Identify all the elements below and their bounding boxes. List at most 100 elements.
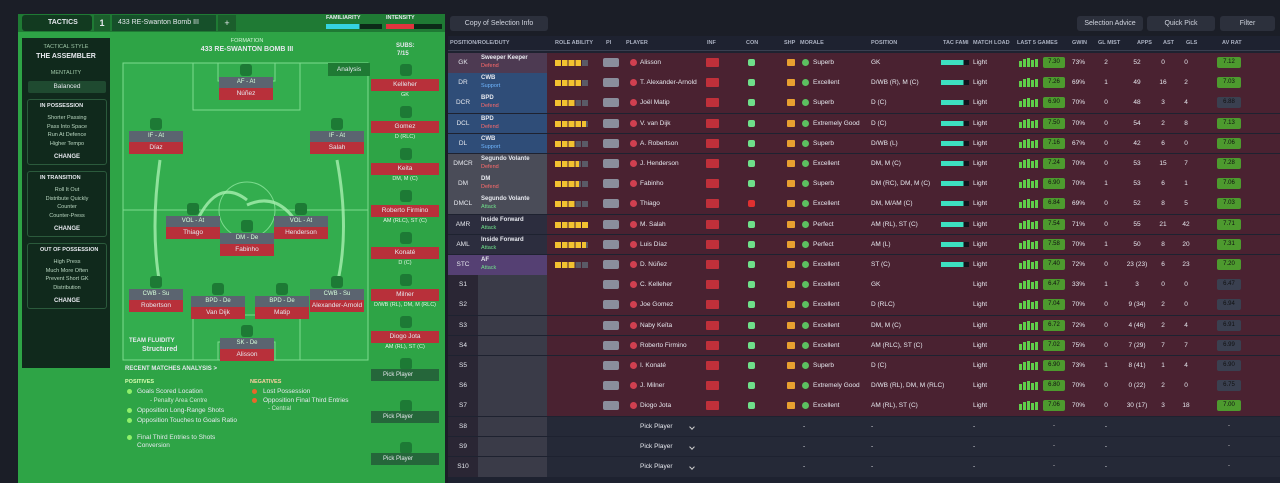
player[interactable]: D. Núñez (640, 261, 668, 268)
last5-bar (1035, 341, 1038, 350)
role-label[interactable]: DM - De (220, 233, 274, 244)
role[interactable]: DM (481, 176, 491, 183)
column-header[interactable]: GWIN (1072, 40, 1087, 46)
player[interactable]: Joe Gomez (640, 301, 674, 309)
player-name[interactable]: Alexander-Arnold (310, 300, 364, 312)
player[interactable]: Joël Matip (640, 99, 670, 107)
role-label[interactable]: BPD - De (191, 296, 245, 307)
analysis-title[interactable]: RECENT MATCHES ANALYSIS > (125, 366, 217, 372)
role-label[interactable]: IF - At (310, 131, 364, 142)
player[interactable]: Alisson (640, 59, 661, 66)
column-header[interactable]: POSITION/ROLE/DUTY (450, 40, 510, 46)
sub-name[interactable]: Kelleher (371, 79, 439, 91)
column-header[interactable]: AV RAT (1222, 40, 1242, 46)
sub-name[interactable]: Keita (371, 163, 439, 175)
change-button[interactable]: CHANGE (53, 298, 80, 304)
column-header[interactable]: LAST 5 GAMES (1017, 40, 1058, 46)
player[interactable]: Pick Player (640, 442, 673, 450)
player-name[interactable]: Robertson (129, 300, 183, 312)
sub-name[interactable]: Roberto Firmino (371, 205, 439, 217)
sub-name[interactable]: Konaté (371, 247, 439, 259)
player[interactable]: Thiago (640, 200, 660, 208)
pick-player[interactable]: Pick Player (371, 411, 439, 423)
column-header[interactable]: PLAYER (626, 40, 648, 46)
player[interactable]: Roberto Firmino (640, 341, 687, 349)
role-label[interactable]: VOL - At (274, 216, 328, 227)
role-label[interactable]: AF - At (219, 77, 273, 88)
formation[interactable]: 433 RE-SWANTON BOMB III (200, 46, 294, 53)
player[interactable]: V. van Dijk (640, 119, 671, 127)
role[interactable]: BPD (481, 95, 494, 102)
player[interactable]: Diogo Jota (640, 402, 672, 410)
copy-button[interactable]: Copy of Selection Info (450, 16, 548, 31)
role-label[interactable]: CWB - Su (129, 289, 183, 300)
column-header[interactable]: SHP (784, 40, 796, 46)
player[interactable]: Naby Keïta (640, 321, 673, 329)
role-label[interactable]: VOL - At (166, 216, 220, 227)
column-header[interactable]: MATCH LOAD (973, 40, 1010, 46)
player-name[interactable]: Thiago (166, 227, 220, 239)
column-header[interactable]: AST (1163, 40, 1174, 46)
role[interactable]: Sweeper Keeper (481, 55, 528, 61)
player[interactable]: Pick Player (640, 463, 673, 470)
column-header[interactable]: POSITION (871, 40, 898, 46)
column-header[interactable]: ROLE ABILITY (555, 40, 593, 46)
player[interactable]: A. Robertson (640, 139, 678, 147)
player[interactable]: J. Milner (640, 382, 665, 390)
role-label[interactable]: IF - At (129, 131, 183, 142)
column-header[interactable]: CON (746, 40, 759, 46)
last5-rating: 6.47 (1048, 281, 1060, 288)
role[interactable]: CWB (481, 75, 496, 82)
role[interactable]: Segundo Volante (481, 156, 530, 162)
player-name[interactable]: Fabinho (220, 244, 274, 256)
column-header[interactable]: PI (606, 40, 612, 46)
quick-pick-button[interactable]: Quick Pick (1147, 16, 1215, 31)
tab-tactics[interactable]: TACTICS (22, 15, 92, 31)
role[interactable]: Inside Forward (481, 216, 524, 223)
player-name[interactable]: Salah (310, 142, 364, 154)
role[interactable]: AF (481, 257, 489, 263)
role-label[interactable]: BPD - De (255, 296, 309, 307)
tactic-name[interactable]: 433 RE-Swanton Bomb III (112, 15, 216, 31)
player-name[interactable]: Matip (255, 307, 309, 319)
player[interactable]: M. Salah (640, 220, 666, 228)
player[interactable]: Pick Player (640, 422, 673, 430)
role[interactable]: Inside Forward (481, 236, 524, 243)
column-header[interactable]: GLS (1186, 40, 1198, 46)
player-name[interactable]: Núñez (219, 88, 273, 100)
player[interactable]: Fabinho (640, 180, 664, 188)
sub-name[interactable]: Milner (371, 289, 439, 301)
mentality[interactable]: Balanced (28, 81, 106, 93)
player[interactable]: I. Konaté (640, 362, 667, 369)
column-header[interactable]: MORALE (800, 40, 824, 46)
analysis-button[interactable]: Analysis (328, 63, 370, 76)
add-tactic[interactable]: + (218, 15, 236, 31)
player[interactable]: C. Kelleher (640, 281, 673, 289)
role[interactable]: CWB (481, 135, 496, 142)
column-header[interactable]: TAC FAMI (943, 40, 969, 46)
column-header[interactable]: APPS (1137, 40, 1152, 46)
player[interactable]: J. Henderson (640, 160, 679, 167)
player-name[interactable]: Díaz (129, 142, 183, 154)
role-label[interactable]: SK - De (220, 338, 274, 349)
shirt (241, 325, 253, 337)
player-name[interactable]: Henderson (274, 227, 328, 239)
pick-player[interactable]: Pick Player (371, 369, 439, 381)
role-label[interactable]: CWB - Su (310, 289, 364, 300)
pick-player[interactable]: Pick Player (371, 453, 439, 465)
player[interactable]: Luis Díaz (640, 240, 668, 248)
player-name[interactable]: Van Dijk (191, 307, 245, 319)
player[interactable]: T. Alexander-Arnold (640, 79, 697, 87)
advice-button[interactable]: Selection Advice (1077, 16, 1143, 31)
player-name[interactable]: Alisson (220, 349, 274, 361)
role[interactable]: Segundo Volante (481, 196, 530, 203)
column-header[interactable]: INF (707, 40, 716, 46)
slot[interactable]: 1 (94, 15, 110, 31)
role[interactable]: BPD (481, 115, 494, 122)
change-button[interactable]: CHANGE (53, 154, 80, 160)
sub-name[interactable]: Gomez (371, 121, 439, 133)
column-header[interactable]: GL MIST (1098, 40, 1121, 46)
filter-button[interactable]: Filter (1220, 16, 1275, 31)
sub-name[interactable]: Diogo Jota (371, 331, 439, 343)
change-button[interactable]: CHANGE (53, 226, 80, 232)
